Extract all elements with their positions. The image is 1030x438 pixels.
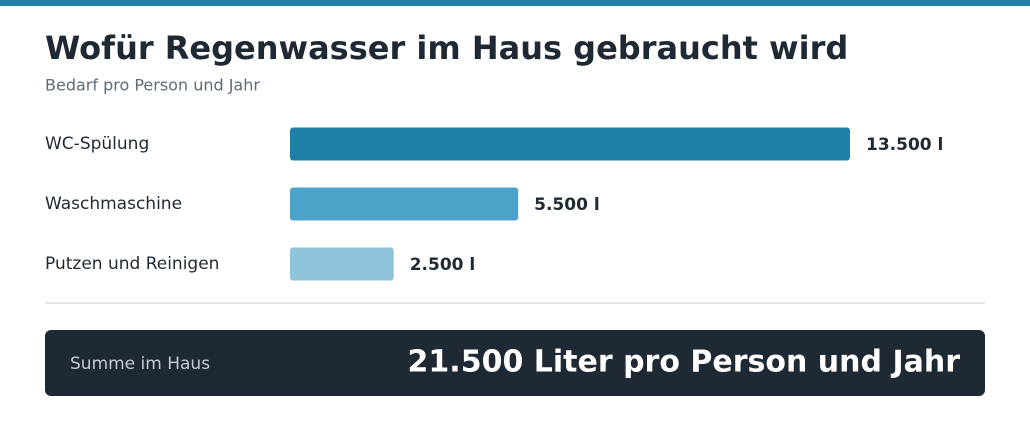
- category-label: Waschmaschine: [45, 194, 182, 214]
- chart-subtitle: Bedarf pro Person und Jahr: [45, 76, 260, 95]
- bar: [290, 247, 394, 281]
- value-label: 5.500 l: [534, 195, 600, 215]
- top-accent: [0, 0, 1030, 6]
- value-label: 2.500 l: [410, 255, 476, 275]
- chart-title: Wofür Regenwasser im Haus gebraucht wird: [45, 29, 848, 67]
- category-label: Putzen und Reinigen: [45, 254, 219, 274]
- value-label: 13.500 l: [866, 135, 943, 155]
- summary-label: Summe im Haus: [70, 354, 210, 374]
- summary-box: [45, 330, 985, 396]
- bar: [290, 127, 850, 161]
- summary-value: 21.500 Liter pro Person und Jahr: [408, 345, 961, 380]
- category-label: WC-Spülung: [45, 134, 149, 154]
- bar: [290, 187, 519, 221]
